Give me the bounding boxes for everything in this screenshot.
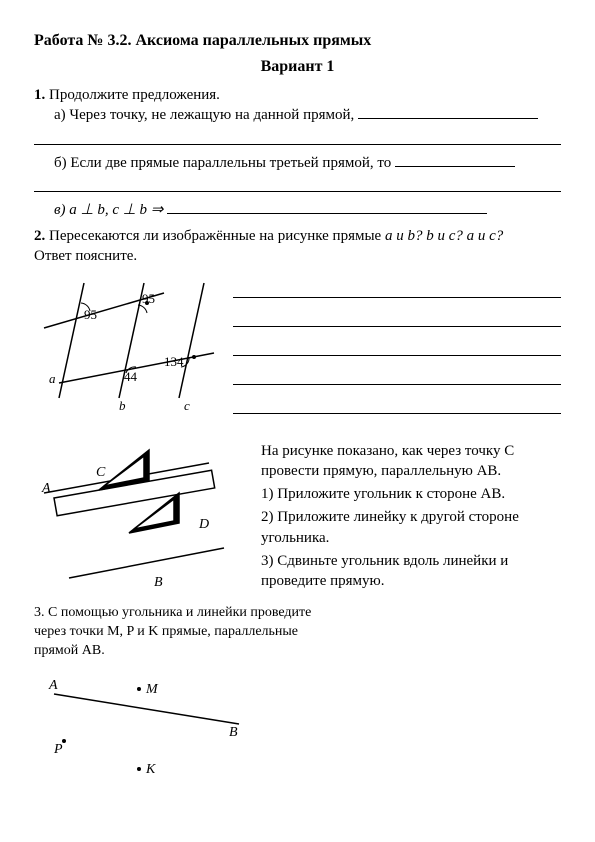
q3-label-B: B	[229, 725, 238, 740]
q2-txt1: Пересекаются ли изображённые на рисунке …	[49, 228, 385, 244]
construct-label-A: A	[41, 481, 51, 496]
construct-intro: На рисунке показано, как через точку C п…	[241, 441, 561, 482]
q1-heading: 1. Продолжите предложения.	[34, 85, 561, 105]
q3-label-P: P	[53, 742, 63, 757]
q1-num: 1.	[34, 87, 49, 103]
q2-txt2: a и b? b и c? a и c?	[385, 228, 503, 244]
q1b: б) Если две прямые параллельны третьей п…	[34, 153, 561, 173]
q1b-blank-inline	[395, 154, 515, 167]
q2-label-c: c	[184, 398, 190, 413]
q1b-blank-full	[34, 177, 561, 192]
q3-figure: A B M P K	[34, 669, 561, 779]
q2: 2. Пересекаются ли изображённые на рисун…	[34, 226, 561, 428]
q3-line-3: прямой AB.	[34, 642, 561, 661]
q2-line-4	[233, 370, 561, 385]
q1b-prefix: б) Если две прямые параллельны третьей п…	[54, 155, 395, 171]
q2-label-a: a	[49, 371, 56, 386]
construct-label-C: C	[96, 465, 106, 480]
q1a-blank-full	[34, 130, 561, 145]
q3-label-A: A	[48, 678, 58, 693]
q2-line-5	[233, 399, 561, 414]
q3-line-1: 3. С помощью угольника и линейки проведи…	[34, 604, 561, 623]
q2-line-1	[233, 283, 561, 298]
q2-label-95a: 95	[84, 307, 97, 322]
q1c: в) a ⊥ b, c ⊥ b ⇒	[34, 200, 561, 220]
q1a: а) Через точку, не лежащую на данной пря…	[34, 105, 561, 125]
q1a-prefix: а) Через точку, не лежащую на данной пря…	[54, 107, 358, 123]
construct-label-D: D	[198, 517, 209, 532]
q3-line-2: через точки M, P и K прямые, параллельны…	[34, 623, 561, 642]
construction-figure: A B C D	[34, 438, 229, 595]
q2-line-3	[233, 341, 561, 356]
worksheet-page: Работа № 3.2. Аксиома параллельных прямы…	[0, 0, 595, 799]
q2-figure: 95 95 44 134 a b c	[34, 273, 219, 428]
q2-lead: Ответ поясните.	[34, 246, 561, 266]
construct-step-2: 2) Приложите линейку к другой стороне уг…	[241, 507, 561, 548]
construct-step-1: 1) Приложите угольник к стороне AB.	[241, 484, 561, 504]
q2-heading: 2. Пересекаются ли изображённые на рисун…	[34, 226, 561, 246]
q3: 3. С помощью угольника и линейки проведи…	[34, 604, 561, 779]
q1: 1. Продолжите предложения. а) Через точк…	[34, 85, 561, 220]
q1a-blank-inline	[358, 106, 538, 119]
page-title: Работа № 3.2. Аксиома параллельных прямы…	[34, 30, 561, 52]
q2-label-44: 44	[124, 369, 138, 384]
q3-label-K: K	[145, 762, 156, 777]
page-variant: Вариант 1	[34, 56, 561, 78]
q2-num: 2.	[34, 228, 49, 244]
q2-answer-area	[233, 273, 561, 428]
q3-label-M: M	[145, 682, 159, 697]
construction-block: A B C D На рисунке показано, как через т…	[34, 438, 561, 595]
construct-step-3: 3) Сдвиньте угольник вдоль линейки и про…	[241, 551, 561, 592]
q2-label-b: b	[119, 398, 126, 413]
q1c-prefix: в) a ⊥ b, c ⊥ b ⇒	[54, 202, 167, 218]
q1c-blank-inline	[167, 201, 487, 214]
construct-label-B: B	[154, 575, 163, 588]
q1-txt: Продолжите предложения.	[49, 87, 220, 103]
construction-text: На рисунке показано, как через точку C п…	[241, 438, 561, 595]
q2-line-2	[233, 312, 561, 327]
q2-label-95b: 95	[142, 291, 155, 306]
q2-label-134: 134	[164, 354, 184, 369]
